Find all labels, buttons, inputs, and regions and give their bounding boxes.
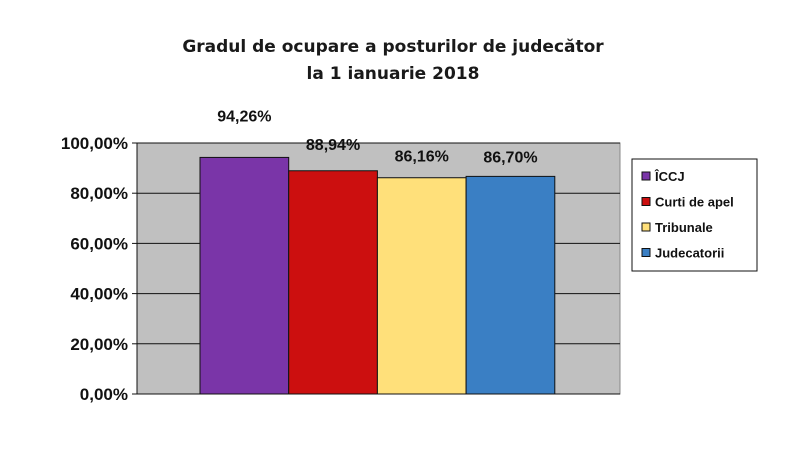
chart-title: Gradul de ocupare a posturilor de judecă… xyxy=(182,37,604,84)
chart-title-line-1: Gradul de ocupare a posturilor de judecă… xyxy=(182,37,604,57)
legend-label-0: ÎCCJ xyxy=(654,169,685,184)
legend-swatch-0 xyxy=(641,171,651,181)
y-tick-label: 0,00% xyxy=(80,385,128,404)
legend-label-1: Curti de apel xyxy=(655,195,734,210)
data-label-3: 86,70% xyxy=(483,149,537,166)
legend-label-3: Judecatorii xyxy=(655,246,724,261)
data-label-2: 86,16% xyxy=(395,149,449,166)
chart-title-line-2: la 1 ianuarie 2018 xyxy=(307,64,480,84)
y-axis: 0,00% 20,00% 40,00% 60,00% 80,00% 100,00% xyxy=(61,134,620,404)
y-tick-label: 80,00% xyxy=(70,184,128,203)
legend-swatch-2 xyxy=(641,222,651,232)
bar-3 xyxy=(465,175,556,395)
data-labels: 94,26% 88,94% 86,16% 86,70% xyxy=(217,108,537,166)
legend: ÎCCJ Curti de apel Tribunale Judecatorii xyxy=(631,158,758,272)
data-label-0: 94,26% xyxy=(217,108,271,125)
bars xyxy=(199,156,556,395)
bar-1 xyxy=(288,170,378,395)
legend-label-2: Tribunale xyxy=(655,220,713,235)
y-tick-label: 100,00% xyxy=(61,134,128,153)
y-tick-label: 40,00% xyxy=(70,285,128,304)
bar-2 xyxy=(376,177,467,395)
legend-box xyxy=(631,158,758,272)
legend-swatch-1 xyxy=(641,197,651,206)
y-tick-label: 60,00% xyxy=(70,234,128,253)
bar-0 xyxy=(199,156,290,395)
y-tick-label: 20,00% xyxy=(70,335,128,354)
data-label-1: 88,94% xyxy=(306,137,360,154)
legend-swatch-3 xyxy=(641,248,651,257)
